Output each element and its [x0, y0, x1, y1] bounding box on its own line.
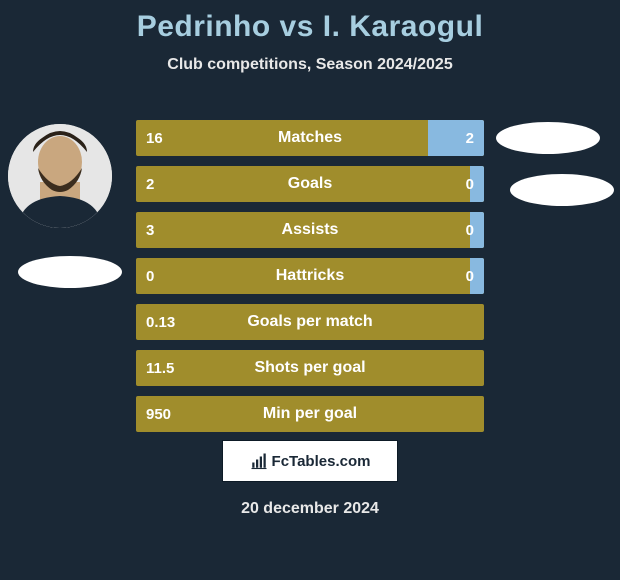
stat-row: 0.13Goals per match: [136, 304, 484, 340]
subtitle: Club competitions, Season 2024/2025: [0, 56, 620, 74]
player-left-avatar: [8, 124, 112, 228]
stat-value-left: 0.13: [136, 304, 185, 340]
stat-row: 0 0Hattricks: [136, 258, 484, 294]
stat-row: 2 0Goals: [136, 166, 484, 202]
player-left-club-badge: [18, 256, 122, 288]
date: 20 december 2024: [0, 500, 620, 518]
title-vs: vs: [280, 10, 314, 43]
chart-icon: [250, 452, 268, 470]
stat-value-left: 11.5: [136, 350, 184, 386]
stat-row: 3 0Assists: [136, 212, 484, 248]
stat-value-left: 3: [136, 212, 164, 248]
player-right-avatar-placeholder: [496, 122, 600, 154]
logo-text: FcTables.com: [272, 453, 371, 470]
stat-value-right: 0: [456, 166, 484, 202]
stat-row: 11.5Shots per goal: [136, 350, 484, 386]
stat-row: 162Matches: [136, 120, 484, 156]
title-player-right: I. Karaogul: [323, 10, 484, 43]
player-right-club-badge: [510, 174, 614, 206]
stat-row: 950Min per goal: [136, 396, 484, 432]
stat-label: Min per goal: [136, 396, 484, 432]
stat-label: Shots per goal: [136, 350, 484, 386]
comparison-title: Pedrinho vs I. Karaogul: [0, 0, 620, 44]
stat-label: Goals per match: [136, 304, 484, 340]
stat-label: Goals: [136, 166, 484, 202]
stat-value-left: 16: [136, 120, 173, 156]
title-player-left: Pedrinho: [137, 10, 271, 43]
fctables-logo: FcTables.com: [222, 440, 398, 482]
stat-label: Assists: [136, 212, 484, 248]
stat-value-right: 0: [456, 212, 484, 248]
stat-value-right: 0: [456, 258, 484, 294]
stat-label: Hattricks: [136, 258, 484, 294]
stat-value-right: 2: [456, 120, 484, 156]
stat-value-left: 0: [136, 258, 164, 294]
stat-value-left: 2: [136, 166, 164, 202]
stat-value-left: 950: [136, 396, 181, 432]
stats-bars: 162Matches20Goals30Assists00Hattricks0.1…: [136, 120, 484, 442]
